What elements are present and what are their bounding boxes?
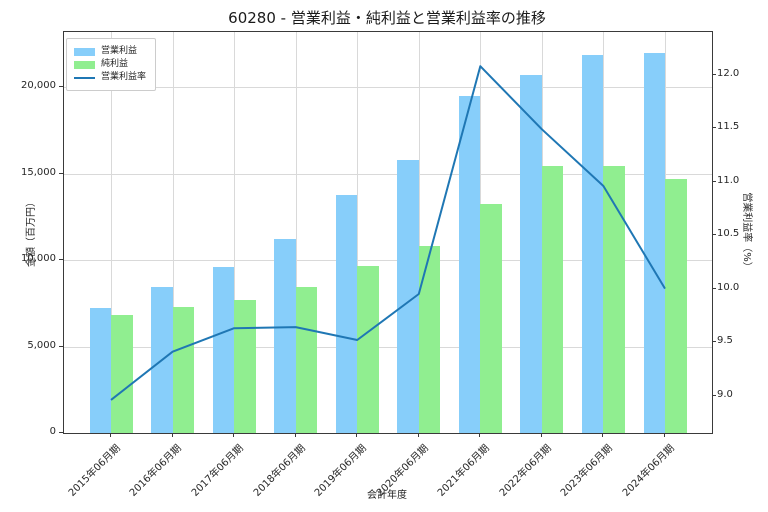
x-axis-tick xyxy=(602,433,604,437)
right-axis-tick xyxy=(712,127,716,129)
gridline-vertical xyxy=(295,32,297,433)
left-axis-tick-label: 15,000 xyxy=(21,166,56,178)
gridline-vertical xyxy=(234,32,236,433)
bar-operating-profit-7 xyxy=(520,75,542,433)
bar-net-profit-6 xyxy=(480,204,502,433)
x-axis-tick xyxy=(540,433,542,437)
gridline-vertical xyxy=(418,32,420,433)
x-axis-title: 会計年度 xyxy=(367,490,407,501)
gridline-horizontal xyxy=(64,346,712,348)
x-axis-tick xyxy=(479,433,481,437)
bar-net-profit-8 xyxy=(603,166,625,433)
bar-operating-profit-6 xyxy=(458,96,481,433)
legend-item-operating-margin: 営業利益率 xyxy=(74,72,146,83)
operating-margin-line xyxy=(110,65,666,401)
x-axis-tick xyxy=(356,433,358,437)
x-axis-tick xyxy=(110,433,111,437)
operating-profit-swatch-icon xyxy=(74,47,95,56)
bar-net-profit-0 xyxy=(111,314,133,433)
chart-title: 60280 - 営業利益・純利益と営業利益率の推移 xyxy=(228,9,546,27)
right-axis-tick xyxy=(712,234,716,236)
bar-operating-profit-5 xyxy=(397,159,419,433)
operating-margin-line-layer xyxy=(110,65,666,401)
right-axis-tick-label: 12.0 xyxy=(717,67,740,79)
right-axis-tick-label: 10.0 xyxy=(717,281,740,293)
gridline-vertical xyxy=(111,32,112,433)
bar-operating-profit-2 xyxy=(212,267,235,433)
right-axis-tick-label: 10.5 xyxy=(717,228,740,240)
bar-net-profit-3 xyxy=(295,286,318,433)
left-axis-tick xyxy=(59,259,63,261)
legend-item-net-profit: 純利益 xyxy=(74,59,146,70)
legend-label-net-profit: 純利益 xyxy=(101,59,129,69)
bar-operating-profit-8 xyxy=(581,54,604,433)
right-axis-tick xyxy=(712,73,716,75)
right-axis-tick xyxy=(712,341,716,343)
left-axis-tick xyxy=(59,86,63,88)
x-axis-tick xyxy=(171,433,173,437)
gridline-horizontal xyxy=(64,173,712,175)
right-axis-tick-label: 9.5 xyxy=(717,335,733,347)
gridline-horizontal xyxy=(64,87,712,89)
right-axis-tick-label: 9.0 xyxy=(717,388,733,400)
net-profit-swatch-icon xyxy=(74,60,95,69)
right-axis-tick-label: 11.0 xyxy=(717,174,740,186)
right-axis-tick xyxy=(712,394,716,396)
legend: 営業利益 純利益 営業利益率 xyxy=(66,38,157,91)
left-axis-tick-label: 5,000 xyxy=(27,339,56,351)
bar-operating-profit-4 xyxy=(335,194,358,433)
x-axis-tick xyxy=(294,433,296,437)
bar-operating-profit-9 xyxy=(643,52,665,433)
bar-net-profit-5 xyxy=(418,246,441,433)
plot-area: 営業利益 純利益 営業利益率 xyxy=(63,31,713,434)
right-axis-tick-label: 11.5 xyxy=(717,121,740,133)
legend-label-operating-profit: 営業利益 xyxy=(101,46,138,56)
gridline-vertical xyxy=(357,32,359,433)
operating-margin-line-icon xyxy=(74,76,95,79)
bar-net-profit-2 xyxy=(234,299,256,433)
legend-item-operating-profit: 営業利益 xyxy=(74,46,146,57)
x-axis-tick xyxy=(233,433,235,437)
left-axis-tick xyxy=(59,172,63,174)
bar-net-profit-9 xyxy=(665,178,687,433)
right-axis-tick xyxy=(712,287,716,289)
left-axis-tick-label: 10,000 xyxy=(21,253,56,265)
bar-operating-profit-0 xyxy=(89,307,111,433)
bar-net-profit-1 xyxy=(172,306,195,433)
legend-label-operating-margin: 営業利益率 xyxy=(101,72,147,82)
gridline-vertical xyxy=(172,32,174,433)
left-axis-tick xyxy=(59,345,63,347)
left-axis-tick-label: 20,000 xyxy=(21,80,56,92)
left-axis-tick-label: 0 xyxy=(49,426,56,437)
gridline-horizontal xyxy=(64,260,712,262)
bar-operating-profit-3 xyxy=(274,238,296,433)
x-axis-tick xyxy=(664,433,665,437)
bar-net-profit-7 xyxy=(541,166,564,433)
x-axis-tick xyxy=(417,433,419,437)
bar-net-profit-4 xyxy=(357,266,379,433)
left-axis-tick xyxy=(59,432,63,433)
right-axis-tick xyxy=(712,180,716,182)
